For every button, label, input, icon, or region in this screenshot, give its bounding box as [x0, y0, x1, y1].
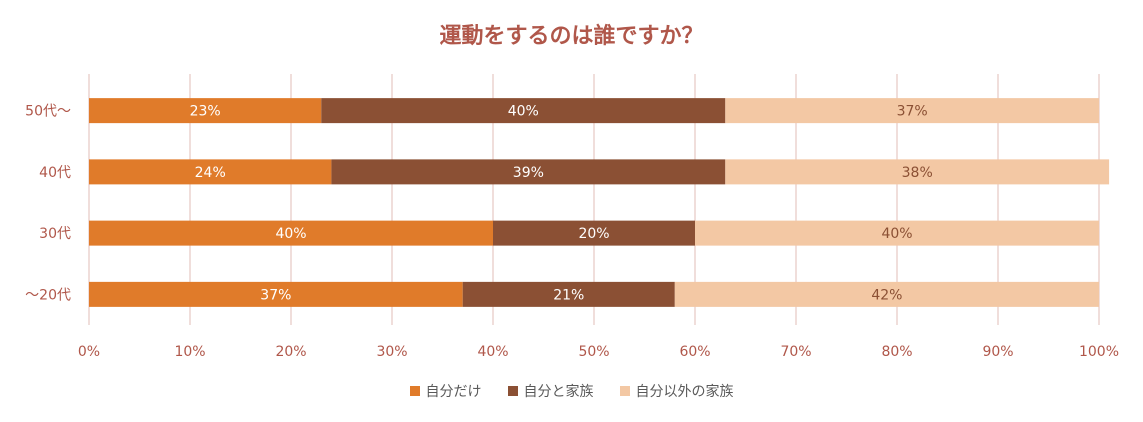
legend: 自分だけ 自分と家族 自分以外の家族 — [0, 381, 1143, 401]
bar-segment — [725, 98, 1099, 124]
legend-item: 自分だけ — [409, 381, 482, 401]
x-tick-label: 50% — [578, 344, 609, 360]
y-category-label: 30代 — [39, 226, 71, 242]
data-label: 37% — [260, 287, 291, 303]
y-category-label: 50代～ — [25, 104, 71, 120]
bar-segment — [462, 281, 675, 307]
bar-segment — [89, 281, 463, 307]
bar-segment — [674, 281, 1099, 307]
bar-segment — [331, 159, 726, 185]
data-label: 24% — [195, 165, 226, 181]
legend-label: 自分以外の家族 — [635, 384, 734, 400]
data-label: 39% — [513, 165, 544, 181]
bar-segment — [321, 98, 726, 124]
data-label: 37% — [897, 104, 928, 120]
x-tick-label: 20% — [275, 344, 306, 360]
x-tick-label: 80% — [881, 344, 912, 360]
data-label: 40% — [881, 226, 912, 242]
data-label: 38% — [902, 165, 933, 181]
legend-label: 自分だけ — [425, 384, 482, 400]
chart-title: 運動をするのは誰ですか？ — [439, 24, 704, 49]
x-tick-label: 40% — [477, 344, 508, 360]
x-tick-label: 60% — [679, 344, 710, 360]
bar-segment — [89, 98, 322, 124]
data-label: 21% — [553, 287, 584, 303]
x-tick-label: 100% — [1079, 344, 1119, 360]
legend-swatch — [619, 386, 630, 396]
legend-item: 自分以外の家族 — [619, 381, 734, 401]
y-category-label: 40代 — [39, 165, 71, 181]
data-label: 42% — [871, 287, 902, 303]
legend-label: 自分と家族 — [523, 384, 594, 400]
bar-segment — [695, 220, 1099, 246]
bar-segment — [89, 220, 493, 246]
legend-item: 自分と家族 — [507, 381, 594, 401]
data-label: 40% — [275, 226, 306, 242]
data-label: 40% — [508, 104, 539, 120]
legend-swatch — [409, 386, 420, 396]
bar-segment — [89, 159, 332, 185]
x-tick-label: 90% — [982, 344, 1013, 360]
x-tick-label: 70% — [780, 344, 811, 360]
x-tick-label: 10% — [174, 344, 205, 360]
x-tick-label: 0% — [78, 344, 100, 360]
bar-segment — [725, 159, 1110, 185]
data-label: 20% — [578, 226, 609, 242]
x-tick-label: 30% — [376, 344, 407, 360]
data-label: 23% — [190, 104, 221, 120]
y-category-label: ～20代 — [25, 287, 71, 303]
legend-swatch — [507, 386, 518, 396]
bar-segment — [493, 220, 695, 246]
